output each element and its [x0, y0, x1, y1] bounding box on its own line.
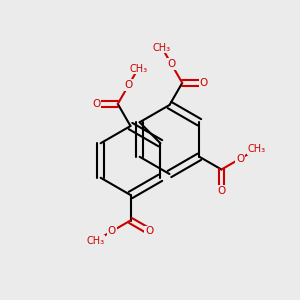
- Text: CH₃: CH₃: [129, 64, 147, 74]
- Text: O: O: [108, 226, 116, 236]
- Text: CH₃: CH₃: [86, 236, 104, 246]
- Text: O: O: [167, 59, 175, 69]
- Text: CH₃: CH₃: [153, 43, 171, 52]
- Text: O: O: [217, 186, 226, 196]
- Text: O: O: [124, 80, 133, 90]
- Text: CH₃: CH₃: [248, 144, 266, 154]
- Text: O: O: [145, 226, 153, 236]
- Text: O: O: [236, 154, 244, 164]
- Text: O: O: [92, 99, 100, 109]
- Text: O: O: [200, 78, 208, 88]
